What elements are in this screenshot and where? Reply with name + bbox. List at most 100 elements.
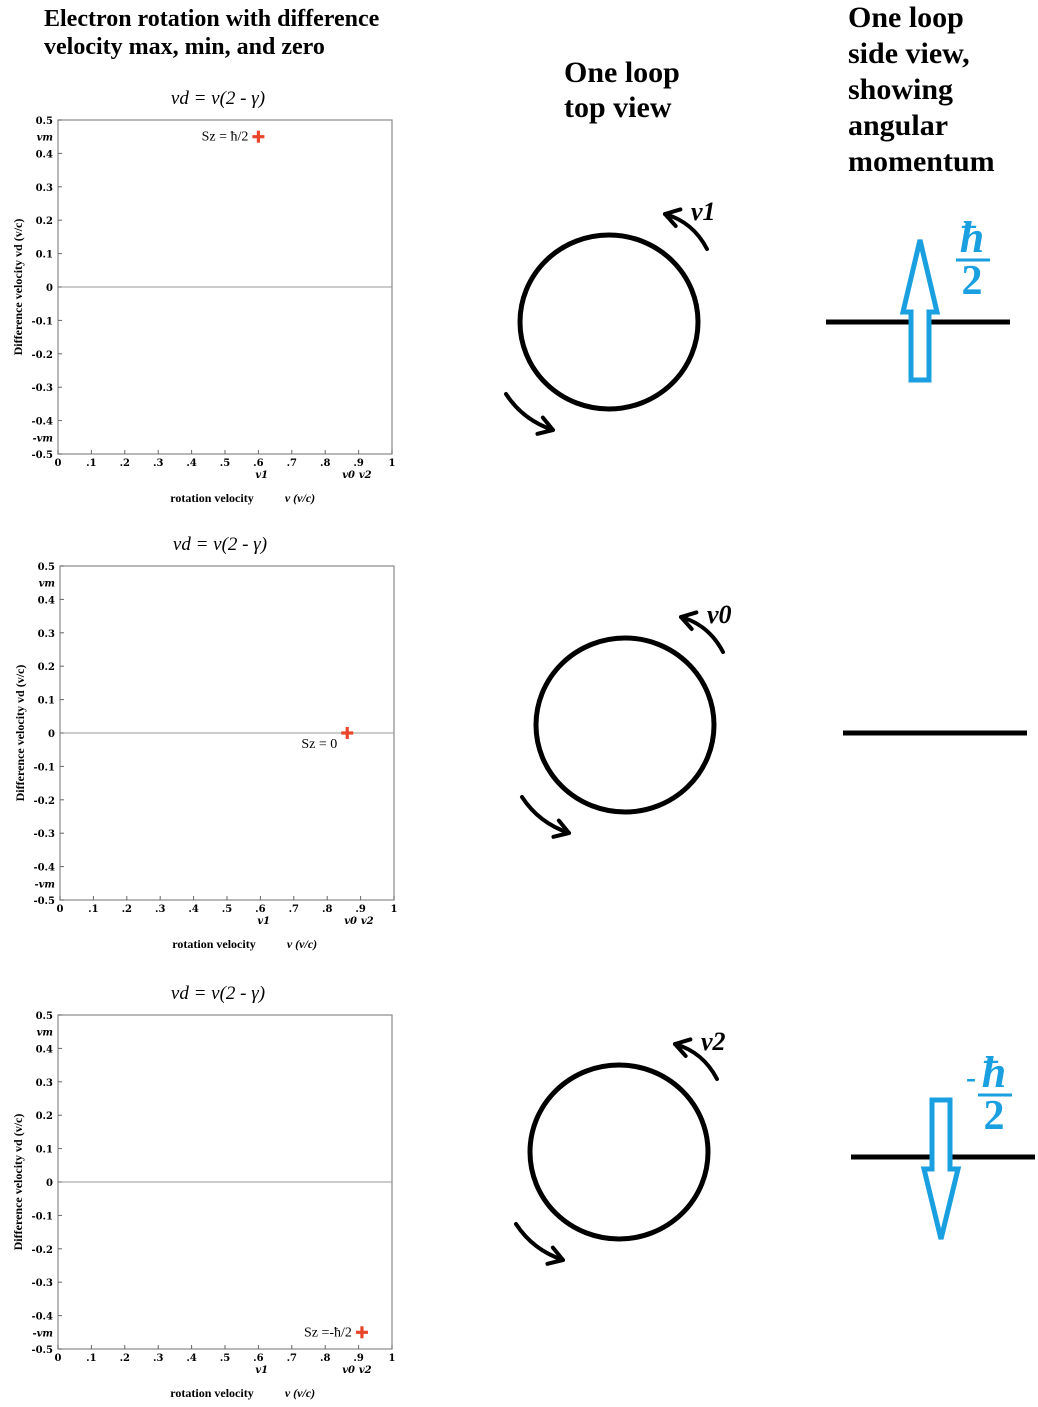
side-view-title: One loop side view, showing angular mome… bbox=[848, 0, 995, 180]
minus-sign: - bbox=[966, 1061, 976, 1094]
x-tick-label: .2 bbox=[120, 1353, 130, 1364]
side-view-title-line-4: angular bbox=[848, 109, 949, 142]
y-tick-label: -0.4 bbox=[31, 417, 53, 428]
rotation-arrow-lower bbox=[520, 795, 571, 839]
x-axis-label: rotation velocity bbox=[170, 491, 253, 505]
x-special-label: v1 bbox=[255, 470, 268, 481]
loop-circle bbox=[527, 1062, 711, 1242]
x-special-label: v0 bbox=[342, 470, 355, 481]
main-title-line-2: velocity max, min, and zero bbox=[44, 33, 325, 60]
y-tick-label: 0.3 bbox=[38, 629, 55, 640]
x-tick-label: .5 bbox=[222, 904, 232, 915]
x-special-label: v2 bbox=[359, 470, 372, 481]
x-axis-unit: v (v/c) bbox=[285, 491, 315, 505]
x-tick-label: .3 bbox=[153, 1353, 163, 1364]
top-view-title-line-2: top view bbox=[564, 90, 672, 124]
x-special-label: v0 bbox=[344, 916, 357, 927]
spin-up-arrow bbox=[899, 239, 941, 383]
x-axis-label: rotation velocity bbox=[172, 937, 255, 951]
y-neg-vm-label: -vm bbox=[34, 879, 55, 890]
x-special-label: v1 bbox=[255, 1365, 268, 1376]
x-tick-label: .1 bbox=[88, 904, 98, 915]
y-tick-label: 0 bbox=[48, 729, 55, 740]
y-tick-label: -0.5 bbox=[31, 450, 53, 461]
top-view-title-line-1: One loop bbox=[564, 56, 680, 89]
x-tick-label: 0 bbox=[55, 1353, 62, 1364]
y-tick-label: -0.3 bbox=[33, 829, 55, 840]
x-tick-label: 1 bbox=[389, 458, 396, 469]
hbar-symbol: ħ bbox=[982, 1048, 1006, 1097]
fraction-denominator: 2 bbox=[962, 258, 983, 304]
plot-formula: vd = v(2 - γ) bbox=[171, 983, 265, 1004]
y-vm-label: vm bbox=[39, 579, 55, 590]
x-tick-label: .8 bbox=[320, 458, 330, 469]
x-tick-label: .6 bbox=[255, 904, 265, 915]
x-tick-label: .2 bbox=[120, 458, 130, 469]
loop-circle bbox=[517, 232, 701, 412]
y-axis-label: Difference velocity vd (v/c) bbox=[13, 665, 27, 802]
x-axis-unit: v (v/c) bbox=[285, 1386, 315, 1400]
y-tick-label: 0.1 bbox=[36, 1145, 53, 1156]
y-tick-label: -0.1 bbox=[31, 1211, 53, 1222]
x-tick-label: .8 bbox=[322, 904, 332, 915]
x-tick-label: 1 bbox=[389, 1353, 396, 1364]
y-tick-label: 0.2 bbox=[36, 216, 53, 227]
x-axis-unit: v (v/c) bbox=[287, 937, 317, 951]
x-tick-label: .9 bbox=[355, 904, 365, 915]
x-tick-label: .2 bbox=[122, 904, 132, 915]
fraction-denominator: 2 bbox=[984, 1093, 1005, 1139]
data-point-label: Sz =-ħ/2 bbox=[304, 1325, 352, 1340]
y-tick-label: -0.5 bbox=[33, 896, 55, 907]
y-tick-label: -0.2 bbox=[31, 1245, 53, 1256]
rotation-arrow-upper bbox=[673, 1037, 719, 1081]
y-axis-label: Difference velocity vd (v/c) bbox=[11, 1114, 25, 1251]
y-tick-label: 0.5 bbox=[36, 1011, 53, 1022]
x-tick-label: .5 bbox=[220, 458, 230, 469]
plot-formula: vd = v(2 - γ) bbox=[173, 534, 267, 555]
y-tick-label: 0.1 bbox=[36, 250, 53, 261]
y-tick-label: 0.2 bbox=[36, 1111, 53, 1122]
velocity-plot-2: vd = v(2 - γ)0.50.40.30.20.10-0.1-0.2-0.… bbox=[13, 534, 398, 951]
velocity-plot-3: vd = v(2 - γ)0.50.40.30.20.10-0.1-0.2-0.… bbox=[11, 983, 396, 1400]
main-title: Electron rotation with difference veloci… bbox=[44, 6, 464, 61]
spin-down-arrow bbox=[920, 1097, 962, 1240]
y-tick-label: 0.3 bbox=[36, 1078, 53, 1089]
x-tick-label: .1 bbox=[86, 458, 96, 469]
y-neg-vm-label: -vm bbox=[32, 433, 53, 444]
x-tick-label: .9 bbox=[353, 458, 363, 469]
x-tick-label: 1 bbox=[391, 904, 398, 915]
x-tick-label: .6 bbox=[253, 1353, 263, 1364]
data-point-label: Sz = 0 bbox=[301, 737, 337, 752]
x-axis-label: rotation velocity bbox=[170, 1386, 253, 1400]
y-tick-label: -0.2 bbox=[33, 796, 55, 807]
side-view-title-line-5: momentum bbox=[848, 145, 995, 178]
loop-velocity-label: v0 bbox=[707, 600, 732, 629]
loop-top-view: v0 bbox=[520, 600, 732, 839]
data-point-label: Sz = ħ/2 bbox=[202, 130, 249, 145]
x-tick-label: .5 bbox=[220, 1353, 230, 1364]
loop-side-view: ħ2 bbox=[826, 213, 1010, 383]
top-view-title: One loop top view bbox=[564, 56, 680, 125]
x-special-label: v1 bbox=[257, 916, 270, 927]
y-vm-label: vm bbox=[37, 1028, 53, 1039]
y-tick-label: -0.2 bbox=[31, 350, 53, 361]
x-tick-label: .7 bbox=[287, 1353, 297, 1364]
x-special-label: v2 bbox=[361, 916, 374, 927]
x-tick-label: .4 bbox=[188, 904, 198, 915]
x-tick-label: 0 bbox=[57, 904, 64, 915]
main-title-line-1: Electron rotation with difference bbox=[44, 6, 380, 32]
y-neg-vm-label: -vm bbox=[32, 1328, 53, 1339]
side-view-title-line-3: showing bbox=[848, 73, 954, 106]
loop-velocity-label: v2 bbox=[701, 1027, 726, 1056]
rotation-arrow-lower bbox=[514, 1222, 565, 1266]
data-point-marker bbox=[355, 1326, 368, 1339]
y-tick-label: -0.4 bbox=[31, 1312, 53, 1323]
x-tick-label: .8 bbox=[320, 1353, 330, 1364]
y-tick-label: 0.5 bbox=[38, 562, 55, 573]
loop-top-view: v1 bbox=[504, 197, 716, 436]
x-tick-label: .7 bbox=[289, 904, 299, 915]
y-tick-label: -0.1 bbox=[31, 316, 53, 327]
x-tick-label: .4 bbox=[186, 1353, 196, 1364]
y-tick-label: 0.1 bbox=[38, 696, 55, 707]
